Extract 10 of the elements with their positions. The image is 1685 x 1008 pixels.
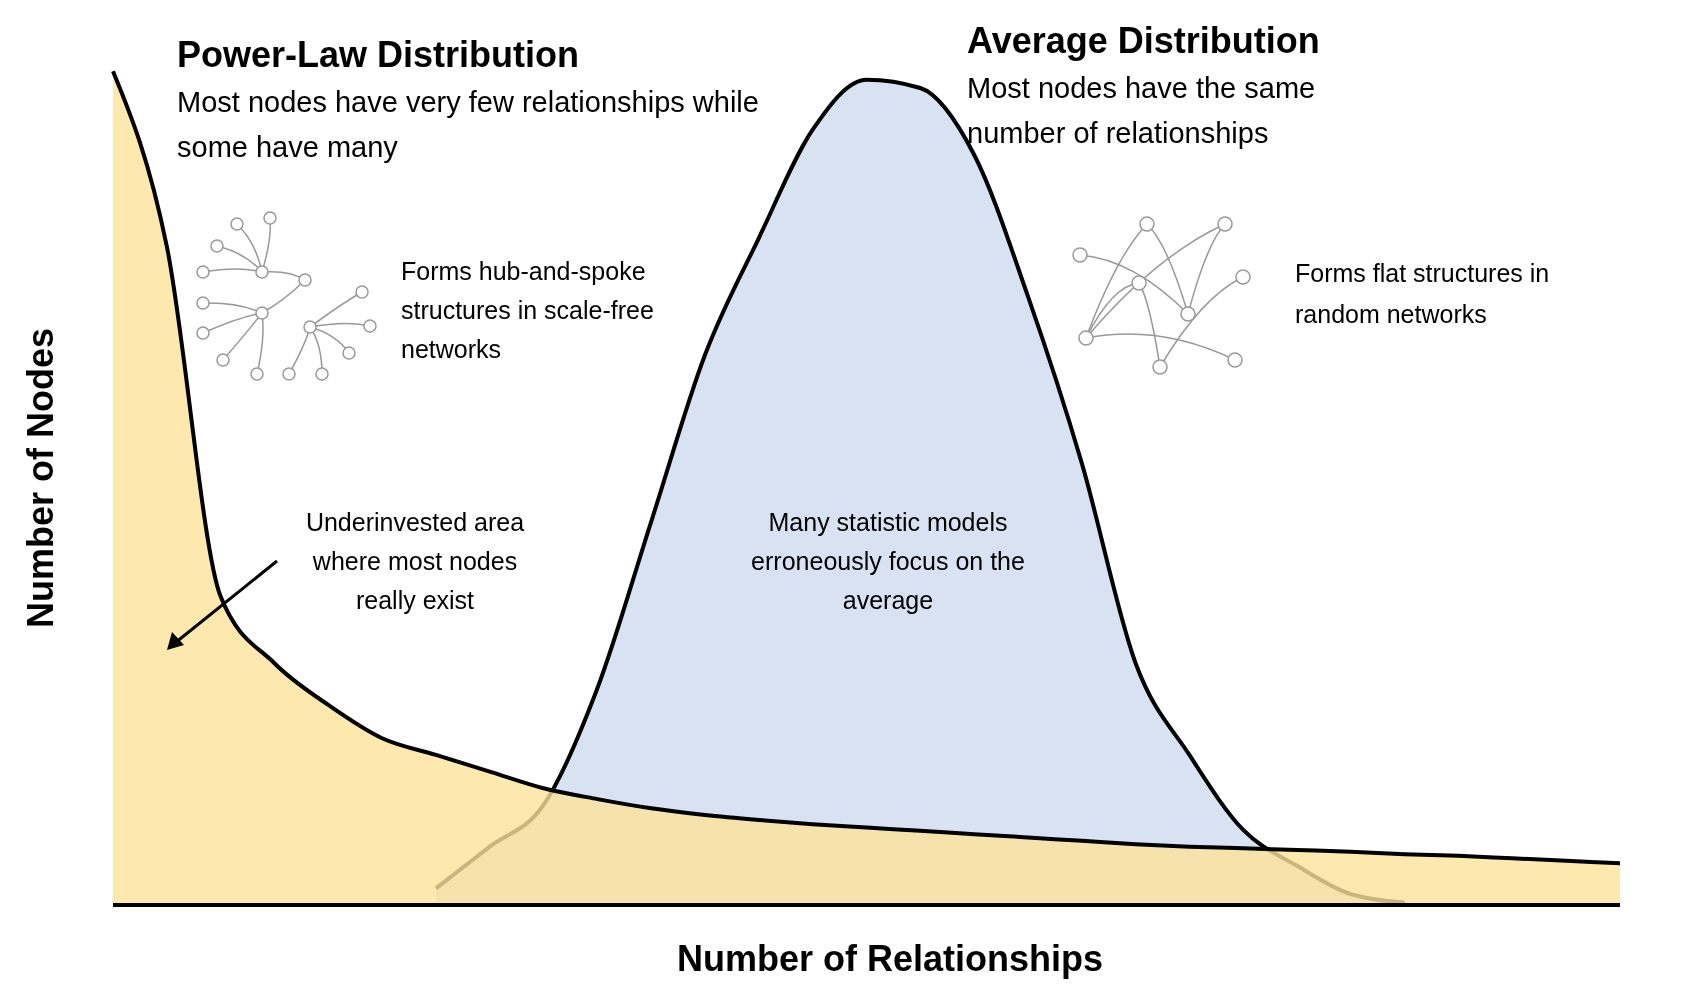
annotation: Most nodes have the same number of relationships [967,71,1317,151]
annotation: Forms hub-and-spoke structures in scale-free networks [401,256,655,365]
annotation: Many statistic models erroneously focus on the average [750,507,1026,616]
x-axis-title: Number of Relationships [675,938,1104,980]
series-label: Average Distribution [967,20,1320,62]
y-axis-title: Number of Nodes [20,327,62,629]
series-label: Power-Law Distribution [177,34,580,76]
annotation: Forms flat structures in random networks [1295,258,1551,330]
annotation: Most nodes have very few relationships while some have many [177,85,760,165]
annotation: Underinvested area where most nodes really exist [304,507,526,616]
